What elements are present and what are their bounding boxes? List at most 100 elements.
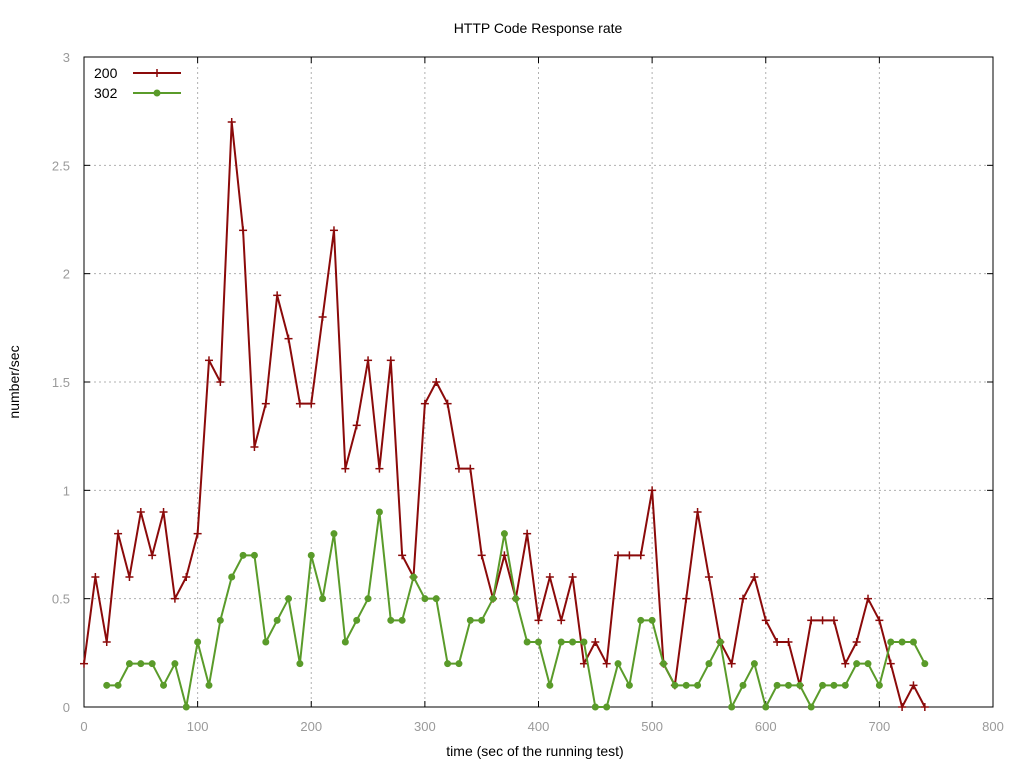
legend-marker-point-200 [153,69,161,77]
data-point-200 [568,573,577,581]
data-point-302 [103,681,111,689]
data-point-200 [341,464,350,473]
data-point-200 [625,551,634,560]
data-point-302 [625,681,633,689]
data-point-200 [636,551,645,560]
data-point-200 [136,508,145,516]
data-point-200 [852,638,861,646]
x-tick-label: 400 [528,719,550,734]
data-point-200 [909,681,918,690]
data-point-200 [159,508,168,516]
data-point-302 [341,638,349,646]
data-point-302 [535,638,542,646]
data-point-200 [295,399,304,408]
legend-label-200: 200 [94,65,118,81]
data-point-302 [875,681,883,689]
data-point-200 [682,594,691,603]
data-point-200 [466,464,475,473]
data-point-302 [728,703,736,711]
data-point-302 [694,681,702,689]
data-point-200 [898,703,907,711]
data-point-200 [443,399,452,408]
data-point-200 [807,616,816,625]
y-tick-label: 1.5 [52,375,70,390]
data-point-200 [182,573,191,581]
data-point-302 [387,616,395,624]
data-point-302 [319,595,327,603]
data-point-302 [353,616,361,624]
data-point-200 [545,573,554,581]
data-point-302 [716,638,724,646]
data-point-200 [579,659,588,668]
data-point-302 [285,595,293,603]
data-point-302 [523,638,531,646]
data-point-302 [432,595,440,603]
data-point-200 [420,399,429,408]
data-point-302 [330,530,338,538]
data-point-302 [898,638,906,646]
axis-ticks [83,56,994,708]
data-point-200 [614,551,623,560]
data-point-302 [819,681,827,689]
legend-item-200: 200 [94,65,181,81]
data-point-302 [784,681,792,689]
data-point-302 [614,660,622,668]
y-tick-label: 3 [63,50,70,65]
data-point-302 [410,573,418,581]
legend-item-302: 302 [94,85,181,101]
data-point-302 [750,660,758,668]
x-tick-label: 700 [869,719,891,734]
data-point-302 [807,703,815,711]
data-point-302 [512,595,520,603]
data-point-302 [796,681,804,689]
data-point-200 [784,638,793,646]
data-point-302 [569,638,577,646]
data-point-200 [704,573,713,581]
data-point-302 [591,703,599,711]
data-point-302 [478,616,486,624]
data-point-200 [557,616,566,625]
data-point-302 [921,660,929,668]
data-point-302 [500,530,508,538]
x-tick-label: 600 [755,719,777,734]
legend: 200 302 [94,65,181,101]
y-axis-tick-labels: 0 0.5 1 1.5 2 2.5 3 [52,50,70,715]
y-tick-label: 0.5 [52,592,70,607]
data-point-302 [421,595,429,603]
data-point-200 [239,226,248,235]
data-point-200 [352,421,361,430]
data-point-302 [773,681,781,689]
x-tick-label: 300 [414,719,436,734]
data-point-302 [250,551,258,559]
legend-marker-200 [153,69,161,77]
data-point-200 [477,551,486,560]
y-tick-label: 2 [63,267,70,282]
data-point-302 [455,660,463,668]
data-point-200 [273,291,282,300]
data-point-302 [546,681,554,689]
data-point-200 [364,356,373,365]
data-point-200 [864,594,873,603]
data-point-302 [148,660,156,668]
data-point-200 [500,551,509,560]
data-point-302 [739,681,747,689]
data-point-200 [454,464,463,473]
data-point-302 [557,638,565,646]
data-point-302 [841,681,849,689]
data-point-200 [432,378,441,386]
data-point-200 [602,659,611,668]
data-point-302 [853,660,861,668]
series-302 [103,508,929,711]
data-point-302 [909,638,917,646]
data-point-200 [739,594,748,603]
data-point-302 [228,573,236,581]
data-point-200 [261,399,270,408]
data-point-200 [920,703,929,711]
data-point-200 [829,616,838,625]
legend-label-302: 302 [94,85,118,101]
data-point-302 [398,616,406,624]
chart-title: HTTP Code Response rate [454,20,623,36]
data-point-200 [773,638,782,646]
data-point-200 [386,356,395,365]
